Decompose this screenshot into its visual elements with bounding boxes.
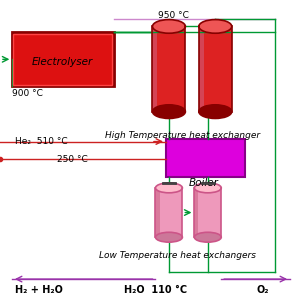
Bar (156, 188, 159, 237)
Text: Boiler: Boiler (188, 178, 218, 188)
Bar (14, 34, 112, 85)
Bar (153, 26, 185, 112)
Text: Electrolyser: Electrolyser (32, 57, 93, 67)
Bar (162, 182, 176, 184)
Text: He₂  510 °C: He₂ 510 °C (15, 137, 68, 146)
Ellipse shape (194, 232, 221, 242)
Text: 950 °C: 950 °C (159, 12, 189, 20)
Bar (201, 182, 214, 184)
Text: O₂: O₂ (257, 285, 269, 295)
Bar (194, 188, 198, 237)
Ellipse shape (156, 232, 182, 242)
Bar (194, 188, 221, 237)
Bar (156, 188, 182, 237)
Text: 900 °C: 900 °C (12, 89, 43, 98)
Text: H₂O  110 °C: H₂O 110 °C (124, 285, 187, 295)
Bar (199, 26, 204, 112)
Ellipse shape (199, 19, 232, 33)
Ellipse shape (153, 105, 185, 119)
Ellipse shape (153, 19, 185, 33)
Bar (199, 26, 232, 112)
Bar (166, 139, 245, 178)
Text: 250 °C: 250 °C (57, 155, 88, 164)
Ellipse shape (194, 183, 221, 193)
Ellipse shape (156, 183, 182, 193)
Text: Low Temperature heat exchangers: Low Temperature heat exchangers (99, 251, 256, 260)
Text: H₂ + H₂O: H₂ + H₂O (15, 285, 63, 295)
Text: High Temperature heat exchanger: High Temperature heat exchanger (105, 131, 260, 140)
Bar (12, 33, 114, 86)
Ellipse shape (199, 105, 232, 119)
Bar (153, 26, 157, 112)
